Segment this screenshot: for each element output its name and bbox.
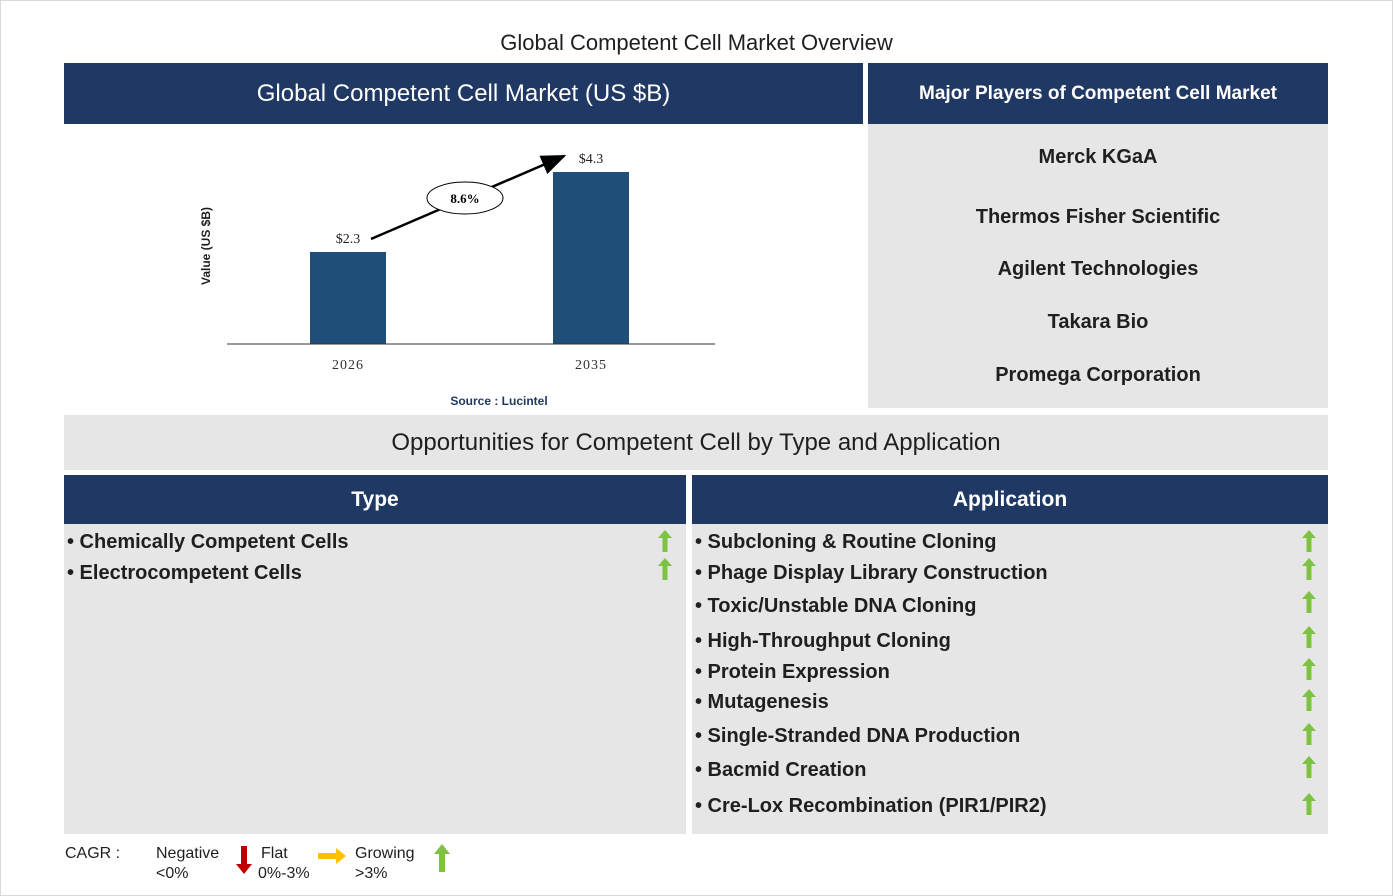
app-item-single-stranded-dna: • Single-Stranded DNA Production (695, 725, 1021, 747)
bar-2035 (553, 172, 629, 344)
y-axis-label: Value (US $B) (199, 207, 213, 285)
bar-2026 (310, 252, 386, 344)
opportunities-title: Opportunities for Competent Cell by Type… (64, 415, 1328, 470)
growing-arrow-icon (1302, 756, 1316, 778)
growing-arrow-icon (1302, 530, 1316, 552)
bar-value-label: $4.3 (579, 152, 604, 167)
legend-growing-range: >3% (355, 865, 388, 882)
app-item-subcloning: • Subcloning & Routine Cloning (695, 531, 997, 553)
player-merck: Merck KGaA (1038, 146, 1158, 168)
chart-source: Source : Lucintel (450, 394, 547, 408)
growing-arrow-icon (1302, 658, 1316, 680)
application-header: Application (692, 475, 1328, 524)
flat-arrow-icon (318, 848, 346, 864)
growing-arrow-icon (434, 844, 450, 872)
x-tick-label: 2035 (575, 358, 607, 373)
app-item-protein-expression: • Protein Expression (695, 661, 890, 683)
players-panel: Merck KGaA Thermos Fisher Scientific Agi… (868, 124, 1328, 408)
x-tick-label: 2026 (332, 358, 364, 373)
bar-value-label: $2.3 (336, 232, 361, 247)
growing-arrow-icon (1302, 558, 1316, 580)
player-thermo-fisher: Thermos Fisher Scientific (975, 206, 1221, 228)
legend-negative-label: Negative (156, 845, 220, 862)
growing-arrow-icon (658, 530, 672, 552)
app-item-phage-display: • Phage Display Library Construction (695, 562, 1048, 584)
legend-flat-label: Flat (261, 845, 288, 862)
app-item-bacmid: • Bacmid Creation (695, 759, 867, 781)
app-item-cre-lox: • Cre-Lox Recombination (PIR1/PIR2) (695, 795, 1047, 817)
chart-header: Global Competent Cell Market (US $B) (64, 63, 863, 124)
app-item-mutagenesis: • Mutagenesis (695, 691, 829, 713)
cagr-ellipse (426, 181, 504, 215)
growing-arrow-icon (1302, 689, 1316, 711)
page-title: Global Competent Cell Market Overview (500, 30, 893, 55)
growing-arrow-icon (1302, 793, 1316, 815)
type-item-electrocompetent: • Electrocompetent Cells (67, 562, 302, 584)
legend-flat-range: 0%-3% (258, 865, 310, 882)
player-agilent: Agilent Technologies (997, 258, 1199, 280)
growing-arrow-icon (1302, 591, 1316, 613)
type-item-chemically-competent: • Chemically Competent Cells (67, 531, 349, 553)
player-takara: Takara Bio (1047, 311, 1149, 333)
players-header: Major Players of Competent Cell Market (868, 63, 1328, 124)
type-header: Type (64, 475, 686, 524)
market-bar-chart: $2.3 2026 $4.3 2035 Value (US $B) 8.6% Sour… (199, 152, 715, 408)
legend-negative-range: <0% (156, 865, 189, 882)
growing-arrow-icon (1302, 723, 1316, 745)
app-item-toxic-dna: • Toxic/Unstable DNA Cloning (695, 595, 977, 617)
player-promega: Promega Corporation (995, 364, 1201, 386)
app-item-high-throughput: • High-Throughput Cloning (695, 630, 951, 652)
cagr-label: 8.6% (450, 191, 479, 206)
application-panel: • Subcloning & Routine Cloning • Phage D… (692, 524, 1328, 834)
negative-arrow-icon (236, 846, 252, 874)
legend-cagr-label: CAGR : (65, 845, 121, 862)
growing-arrow-icon (658, 558, 672, 580)
growing-arrow-icon (1302, 626, 1316, 648)
type-panel: • Chemically Competent Cells • Electroco… (64, 524, 686, 834)
legend-growing-label: Growing (355, 845, 415, 862)
